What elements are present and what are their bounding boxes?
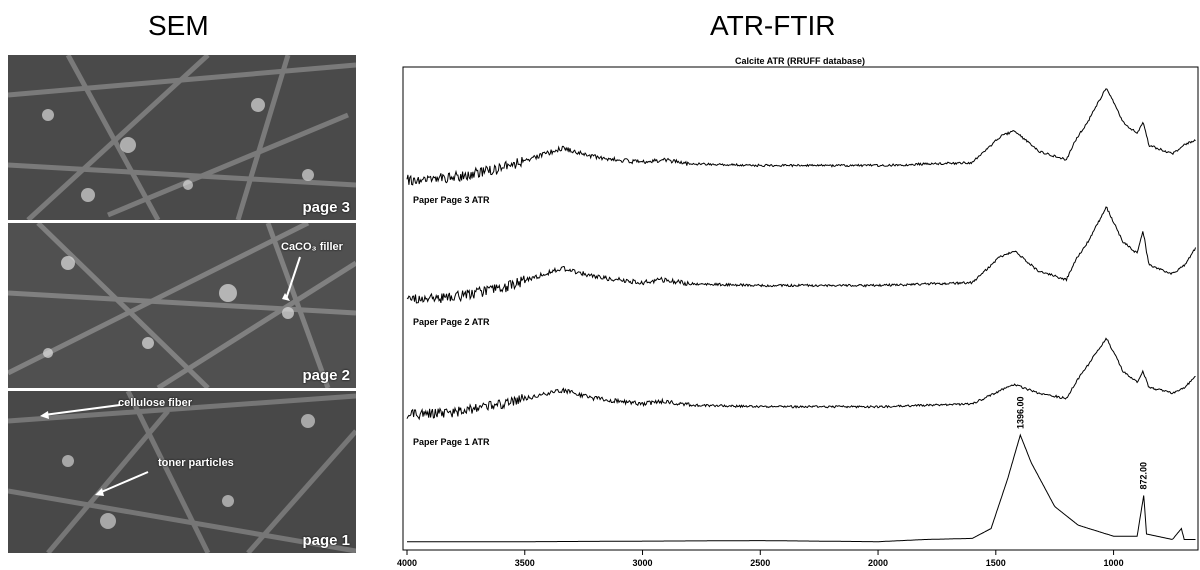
page-label: page 3 bbox=[302, 199, 350, 216]
page-label: page 1 bbox=[302, 532, 350, 549]
x-tick-label: 1000 bbox=[1104, 558, 1124, 568]
x-tick-label: 2500 bbox=[750, 558, 770, 568]
x-tick-label: 3500 bbox=[515, 558, 535, 568]
trace-label: Paper Page 3 ATR bbox=[413, 195, 490, 205]
x-tick-label: 4000 bbox=[397, 558, 417, 568]
x-tick-label: 1500 bbox=[986, 558, 1006, 568]
cellulose-fiber-annotation: cellulose fiber bbox=[118, 397, 192, 409]
sem-texture bbox=[8, 55, 356, 220]
chart-title: Calcite ATR (RRUFF database) bbox=[735, 56, 865, 66]
toner-particles-annotation: toner particles bbox=[158, 457, 234, 469]
sem-heading: SEM bbox=[148, 10, 209, 41]
sem-image-page-2: CaCO₃ filler page 2 bbox=[8, 223, 356, 388]
x-tick-label: 3000 bbox=[633, 558, 653, 568]
trace-label: Paper Page 2 ATR bbox=[413, 317, 490, 327]
spectrum-line-page-1 bbox=[406, 337, 1196, 421]
spectrum-line-page-2 bbox=[406, 206, 1196, 304]
x-tick-label: 2000 bbox=[868, 558, 888, 568]
peak-label: 1396.00 bbox=[1015, 396, 1025, 429]
peak-label: 872.00 bbox=[1139, 462, 1149, 490]
plot-frame bbox=[402, 66, 1199, 551]
sem-texture bbox=[8, 223, 356, 388]
arrow-icon bbox=[282, 256, 301, 301]
sem-image-page-1: cellulose fiber toner particles page 1 bbox=[8, 391, 356, 553]
arrow-icon bbox=[95, 471, 149, 496]
page-label: page 2 bbox=[302, 367, 350, 384]
trace-label: Paper Page 1 ATR bbox=[413, 437, 490, 447]
spectrum-line-page-3 bbox=[406, 88, 1196, 186]
arrow-icon bbox=[40, 404, 121, 419]
ftir-heading: ATR-FTIR bbox=[710, 10, 836, 41]
caco3-filler-annotation: CaCO₃ filler bbox=[281, 241, 343, 253]
spectrum-line-calcite bbox=[407, 433, 1196, 543]
sem-image-page-3: page 3 bbox=[8, 55, 356, 220]
sem-texture bbox=[8, 391, 356, 553]
